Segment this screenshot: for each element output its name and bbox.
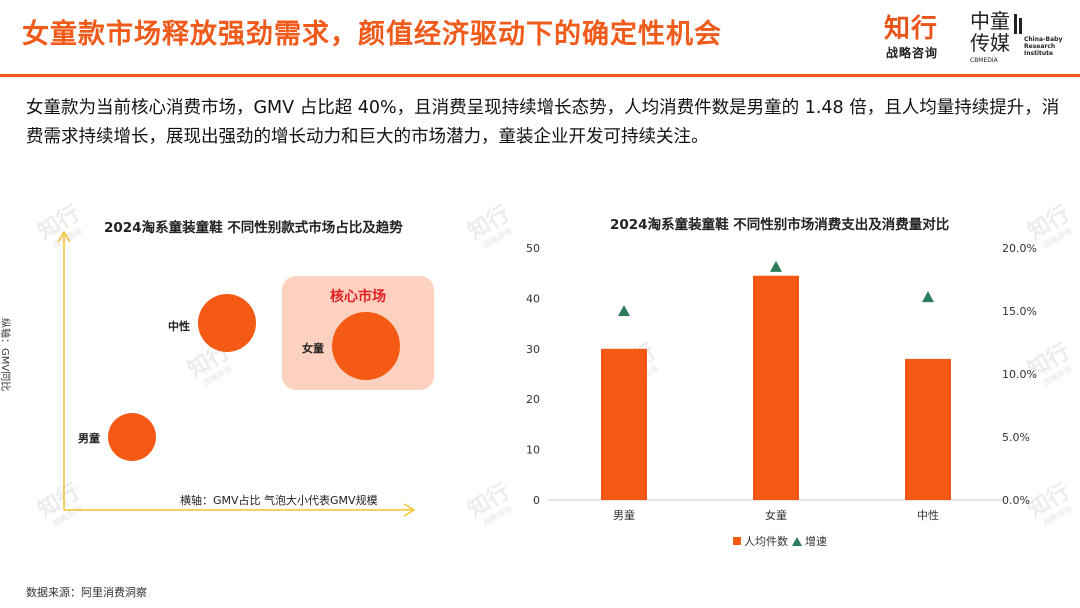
core-market-label: 核心市场 xyxy=(330,289,386,305)
y-tick-label: 20 xyxy=(526,393,540,406)
bubble-label-boys: 男童 xyxy=(78,432,100,445)
bar-0 xyxy=(601,348,647,500)
x-tick-label: 女童 xyxy=(765,508,787,522)
y-tick-label: 50 xyxy=(526,242,540,255)
bubble-chart-axes xyxy=(57,230,416,517)
bubble-chart-xlabel: 横轴：GMV占比 气泡大小代表GMV规模 xyxy=(180,494,378,507)
y-tick-label: 10 xyxy=(526,444,540,457)
x-axis-arrow-icon xyxy=(403,503,416,517)
y-axis-arrow-icon xyxy=(57,230,71,243)
brand-logos: 知行 战略咨询 中童传媒 CBMEDIA China-Baby Research… xyxy=(884,8,1062,68)
institute-logo-icon xyxy=(1014,14,1022,34)
logo-zhongtong: 中童传媒 xyxy=(970,9,1010,55)
title-divider xyxy=(0,74,1080,77)
bar-1 xyxy=(753,275,799,500)
bar-chart: 0 10 20 30 40 50 0.0% 5.0% 10.0% 15.0% 20.0% 男童 女童 中性… xyxy=(526,242,1037,548)
data-source: 数据来源：阿里消费洞察 xyxy=(26,586,147,599)
legend-bar-label: 人均件数 xyxy=(744,535,788,548)
x-tick-label: 男童 xyxy=(613,508,635,522)
bubble-boys xyxy=(108,413,156,461)
legend-marker-icon xyxy=(792,537,802,546)
logo-zhixing-sub: 战略咨询 xyxy=(886,46,939,60)
summary-text: 女童款为当前核心消费市场，GMV 占比超 40%，且消费呈现持续增长态势，人均消… xyxy=(26,98,1060,147)
bubble-girls xyxy=(332,312,400,380)
y2-tick-label: 0.0% xyxy=(1002,494,1030,507)
bubble-chart-title: 2024淘系童装童鞋 不同性别款式市场占比及趋势 xyxy=(104,220,403,236)
growth-marker-1 xyxy=(770,260,782,272)
y2-tick-label: 20.0% xyxy=(1002,242,1037,255)
logo-zhixing: 知行 xyxy=(884,14,939,44)
y2-tick-label: 5.0% xyxy=(1002,431,1030,444)
logo-institute: China-Baby Research Institute xyxy=(1024,36,1063,57)
growth-marker-0 xyxy=(618,305,630,316)
bar-chart-title: 2024淘系童装童鞋 不同性别市场消费支出及消费量对比 xyxy=(610,217,950,233)
growth-marker-2 xyxy=(922,291,934,303)
bubble-label-neutral: 中性 xyxy=(168,320,190,333)
bubble-label-girls: 女童 xyxy=(302,342,324,355)
logo-zhongtong-sub: CBMEDIA xyxy=(970,57,998,64)
bubble-neutral xyxy=(198,294,256,352)
bar-2 xyxy=(905,358,951,500)
y-tick-label: 30 xyxy=(526,343,540,356)
y-tick-label: 40 xyxy=(526,292,540,305)
legend-marker-label: 增速 xyxy=(805,534,827,548)
y-tick-label: 0 xyxy=(533,494,540,507)
page-title: 女童款市场释放强劲需求，颜值经济驱动下的确定性机会 xyxy=(22,19,722,50)
y2-tick-label: 10.0% xyxy=(1002,368,1037,381)
x-tick-label: 中性 xyxy=(917,508,939,522)
y2-tick-label: 15.0% xyxy=(1002,305,1037,318)
legend-bar-swatch xyxy=(733,537,741,545)
